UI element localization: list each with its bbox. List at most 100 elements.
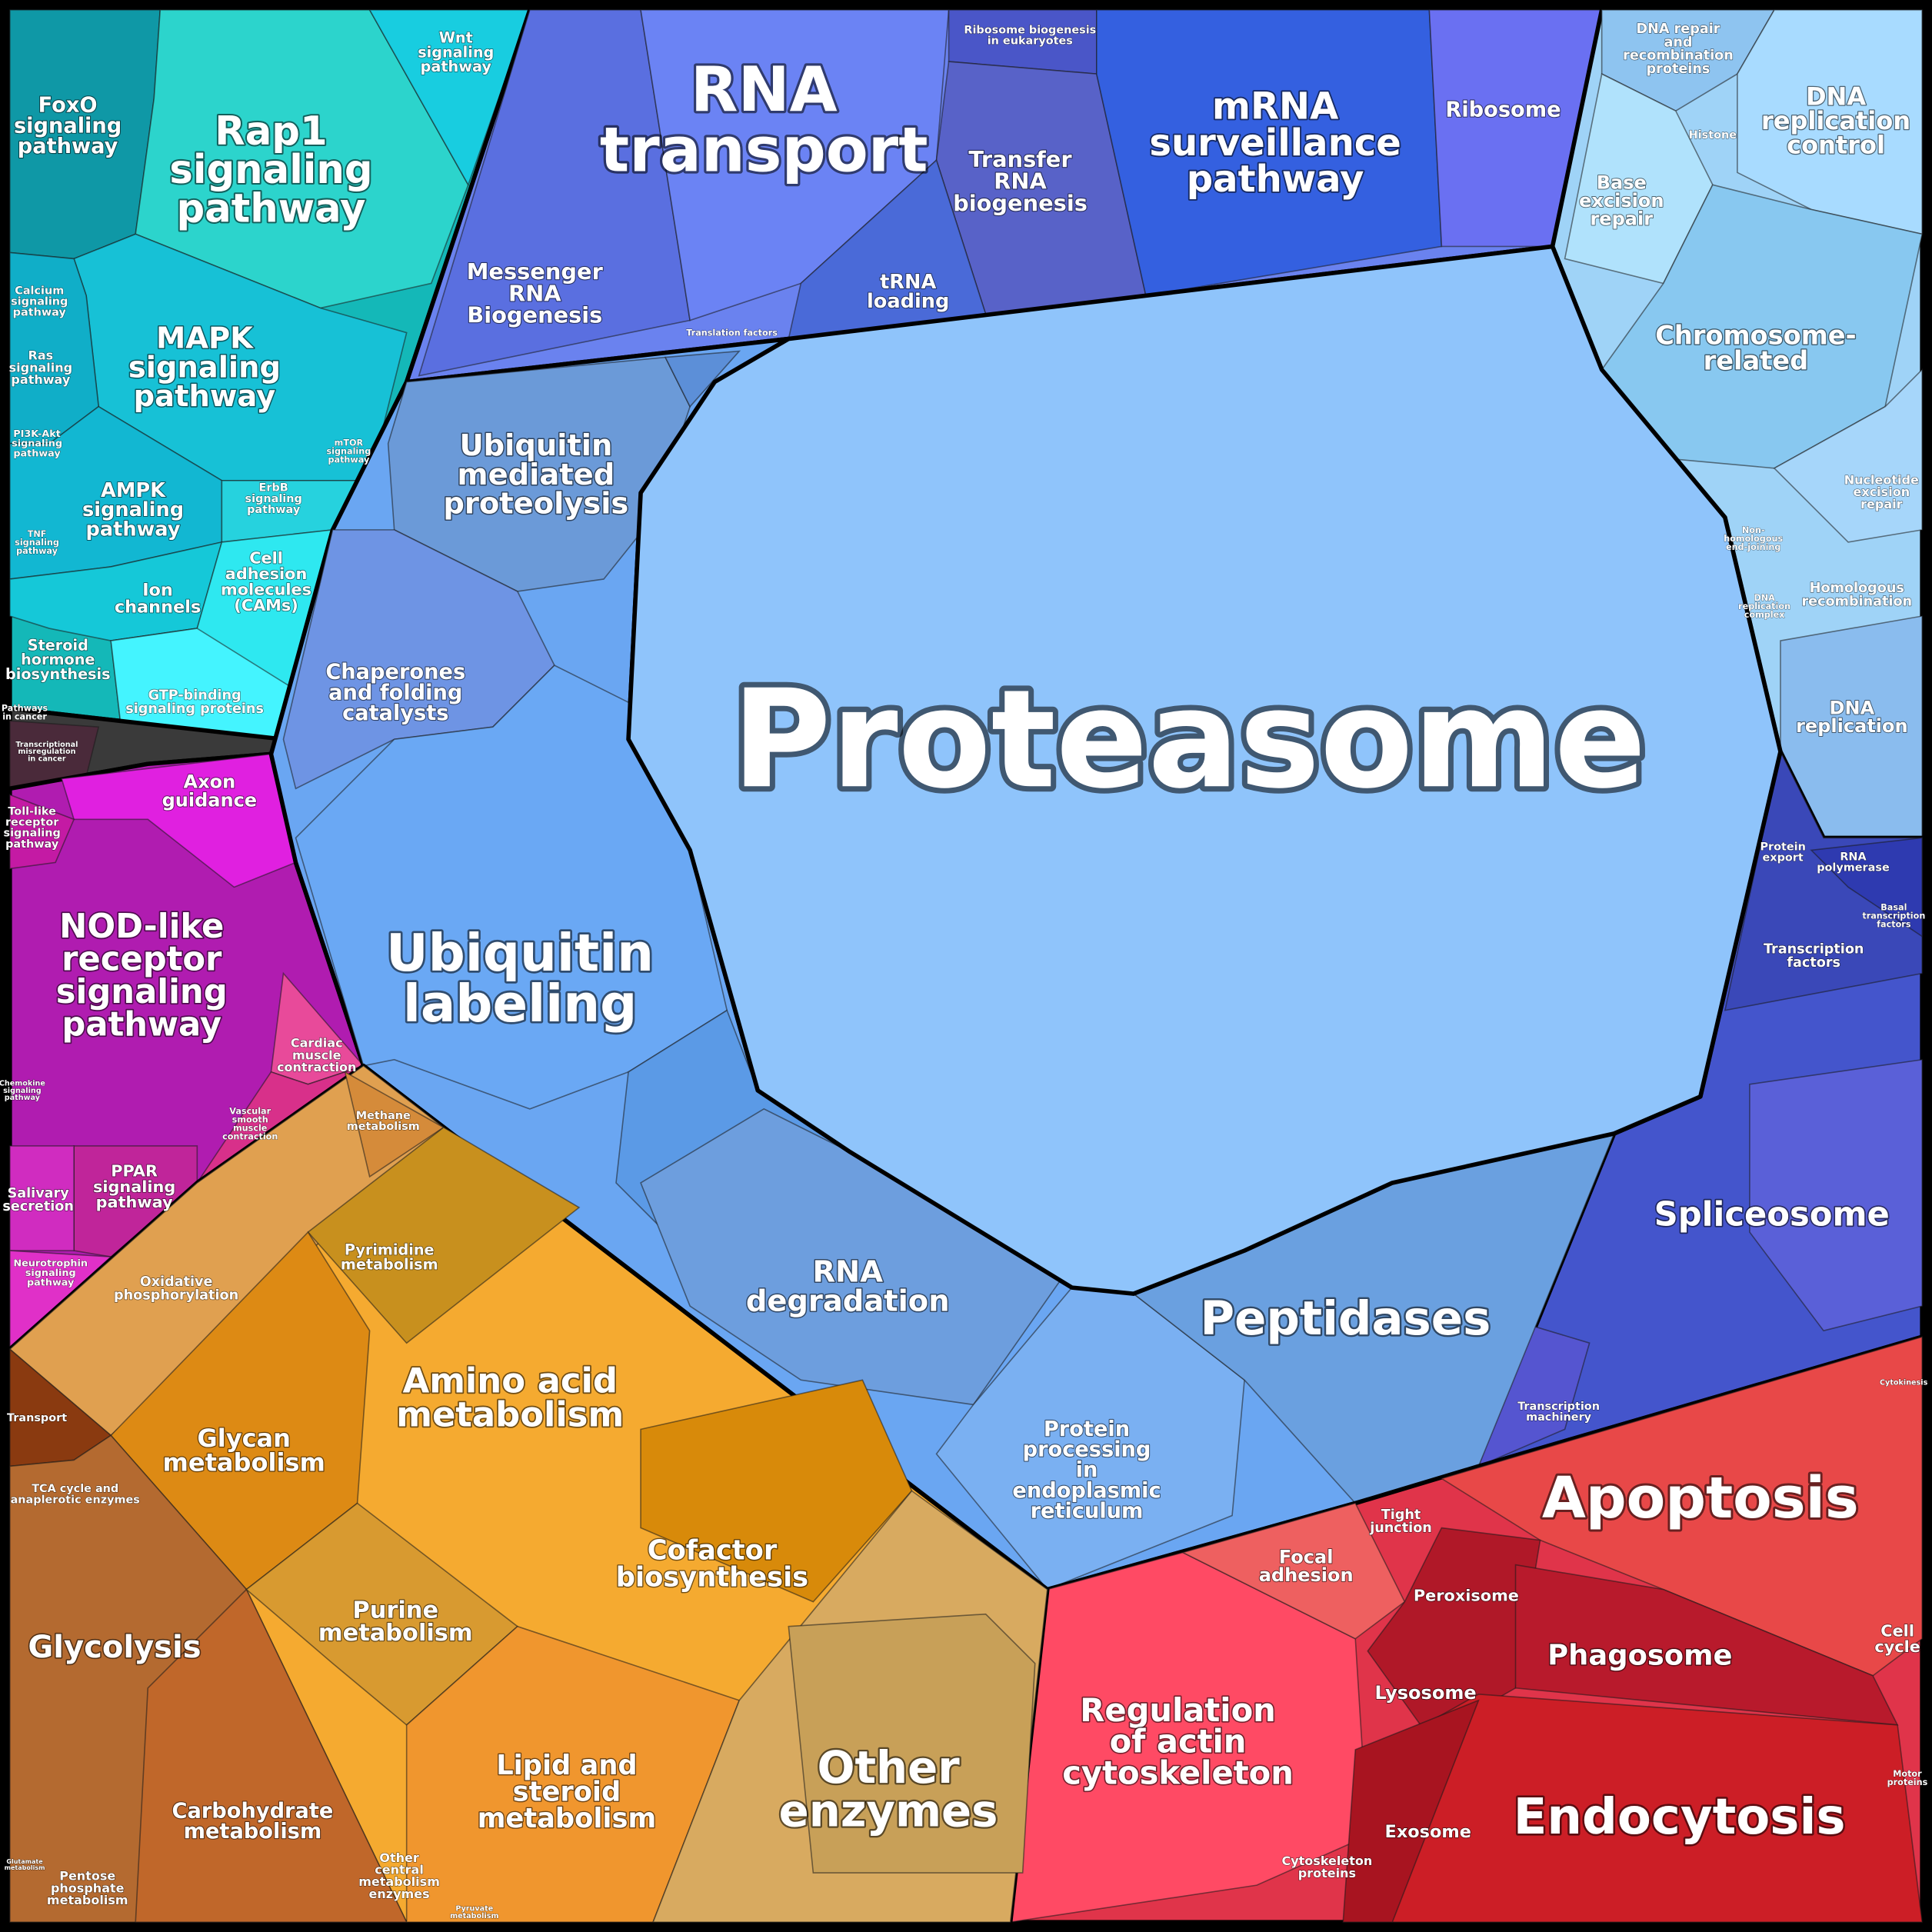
cell-label: Wnt signaling pathway bbox=[418, 28, 494, 75]
cell-label: Chemokine signaling pathway bbox=[0, 1079, 45, 1102]
cell-label: Glycan metabolism bbox=[163, 1424, 325, 1477]
cell-label: Cofactor biosynthesis bbox=[616, 1534, 808, 1593]
cell-label: Proteasome bbox=[732, 660, 1647, 818]
cell bbox=[1773, 368, 1923, 543]
cell bbox=[1749, 1058, 1923, 1332]
cell-label: Protein processing in endoplasmic reticulum bbox=[1012, 1417, 1161, 1523]
cell-label: Ribosome biogenesis in eukaryotes bbox=[964, 24, 1096, 47]
cell-label: Amino acid metabolism bbox=[396, 1360, 624, 1434]
cell-label: Oxidative phosphorylation bbox=[114, 1274, 238, 1303]
cell-label: Nucleotide excision repair bbox=[1844, 472, 1919, 511]
cell-label: Steroid hormone biosynthesis bbox=[5, 636, 111, 683]
cell bbox=[9, 794, 75, 870]
cell-label: NOD-like receptor signaling pathway bbox=[56, 908, 228, 1044]
cell-label: Ribosome bbox=[1445, 98, 1561, 122]
cell-label: Exosome bbox=[1385, 1822, 1471, 1842]
region bbox=[626, 244, 1783, 1296]
cell-label: Focal adhesion bbox=[1259, 1546, 1354, 1586]
cell bbox=[295, 665, 728, 1110]
cell-label: TNF signaling pathway bbox=[15, 528, 59, 555]
cell bbox=[1342, 1699, 1480, 1923]
cell-label: Endocytosis bbox=[1514, 1789, 1846, 1846]
cell-label: mTOR signaling pathway bbox=[327, 438, 371, 465]
cell-label: DNA replication complex bbox=[1738, 593, 1790, 620]
cell-label: MAPK signaling pathway bbox=[128, 321, 281, 413]
cell-label: Lysosome bbox=[1374, 1682, 1476, 1704]
cell-label: Glycolysis bbox=[28, 1630, 201, 1665]
cell bbox=[1096, 9, 1443, 297]
cell-label: Cell cycle bbox=[1874, 1622, 1920, 1656]
cell bbox=[664, 350, 741, 408]
cell bbox=[1601, 9, 1776, 112]
cell-label: Chaperones and folding catalysts bbox=[325, 660, 465, 724]
cell-label: DNA replication control bbox=[1761, 82, 1910, 160]
cell bbox=[640, 1108, 1061, 1406]
cell-label: Spliceosome bbox=[1654, 1196, 1890, 1234]
cell-label: Lipid and steroid metabolism bbox=[478, 1749, 657, 1834]
cell-label: Base excision repair bbox=[1579, 172, 1664, 230]
cell-label: RNA polymerase bbox=[1817, 851, 1890, 874]
cell-label: Pyruvate metabolism bbox=[450, 1904, 498, 1920]
cell-label: AMPK signaling pathway bbox=[82, 479, 184, 541]
cell-label: Neurotrophin signaling pathway bbox=[13, 1257, 88, 1288]
cell-label: Pyrimidine metabolism bbox=[341, 1241, 438, 1273]
cell-label: Vascular smooth muscle contraction bbox=[222, 1106, 278, 1141]
cell bbox=[307, 1126, 581, 1344]
cell bbox=[640, 1379, 913, 1603]
cell-label: Ion channels bbox=[115, 581, 201, 618]
cell-label: DNA repair and recombination proteins bbox=[1623, 22, 1734, 77]
cell-label: Cytokinesis bbox=[1880, 1378, 1928, 1387]
cell-label: Transport bbox=[7, 1412, 67, 1424]
cell-label: Peptidases bbox=[1201, 1291, 1491, 1346]
cell-label: Regulation of actin cytoskeleton bbox=[1062, 1690, 1294, 1791]
cell-label: Apoptosis bbox=[1542, 1466, 1859, 1531]
cell-label: Transcription machinery bbox=[1517, 1401, 1600, 1424]
cell-label: mRNA surveillance pathway bbox=[1149, 85, 1401, 201]
cell-label: DNA replication bbox=[1796, 698, 1908, 738]
cell-label: Glutamate metabolism bbox=[5, 1857, 45, 1870]
cell-label: tRNA loading bbox=[867, 271, 949, 313]
cell bbox=[1514, 1564, 1899, 1726]
regions bbox=[8, 8, 1924, 1924]
cell-label: Toll-like receptor signaling pathway bbox=[4, 805, 61, 850]
cell-label: PPAR signaling pathway bbox=[93, 1161, 175, 1211]
cell-label: Transfer RNA biogenesis bbox=[953, 146, 1088, 216]
cell-label: Transcriptional misregulation in cancer bbox=[15, 740, 78, 763]
cell-label: Cytoskeleton proteins bbox=[1281, 1854, 1372, 1880]
cell-label: Purine metabolism bbox=[318, 1597, 473, 1647]
cell-label: Translation factors bbox=[686, 328, 778, 338]
cell-label: Axon guidance bbox=[162, 771, 258, 811]
cell bbox=[344, 1071, 445, 1178]
cell-label: Cardiac muscle contraction bbox=[277, 1035, 356, 1074]
cell-label: Protein export bbox=[1760, 841, 1805, 864]
cell-label: Salivary secretion bbox=[2, 1186, 74, 1214]
cell-label: Other central metabolism enzymes bbox=[358, 1850, 440, 1900]
cell-label: Methane metabolism bbox=[347, 1110, 420, 1133]
cell-label: ErbB signaling pathway bbox=[245, 482, 302, 516]
cell-label: Messenger RNA Biogenesis bbox=[467, 258, 604, 328]
cell-label: Chromosome-related bbox=[1655, 320, 1856, 375]
cell-label: Carbohydrate metabolism bbox=[172, 1799, 334, 1844]
cell-label: Ubiquitin labeling bbox=[386, 923, 654, 1034]
cell-label: Phagosome bbox=[1547, 1638, 1732, 1671]
cell-label: TCA cycle and anaplerotic enzymes bbox=[11, 1483, 140, 1506]
cell-label: GTP-binding signaling proteins bbox=[125, 688, 264, 717]
cell-label: Calcium signaling pathway bbox=[11, 285, 68, 318]
cell-label: Tight junction bbox=[1369, 1507, 1432, 1536]
cell bbox=[9, 1145, 75, 1251]
cell bbox=[788, 1613, 1036, 1874]
cell-label: Cell adhesion molecules (CAMs) bbox=[221, 549, 311, 615]
labels: Proteasome RNA transport mRNA surveillance pa… bbox=[0, 21, 1928, 1920]
cell-label: Pathways in cancer bbox=[2, 703, 48, 721]
cell-label: Pentose phosphate metabolism bbox=[47, 1868, 128, 1907]
cell-label: Non-homologous end-joining bbox=[1724, 525, 1783, 552]
cell-label: Rap1 signaling pathway bbox=[169, 108, 372, 232]
cell-label: FoxO signaling pathway bbox=[14, 93, 122, 158]
cell-label: Peroxisome bbox=[1414, 1587, 1519, 1605]
cell-label: PI3K-Akt signaling pathway bbox=[12, 428, 62, 459]
cell-label: Motor proteins bbox=[1887, 1769, 1928, 1787]
cell-label: Ras signaling pathway bbox=[9, 348, 73, 386]
cell-label: RNA transport bbox=[600, 54, 928, 186]
